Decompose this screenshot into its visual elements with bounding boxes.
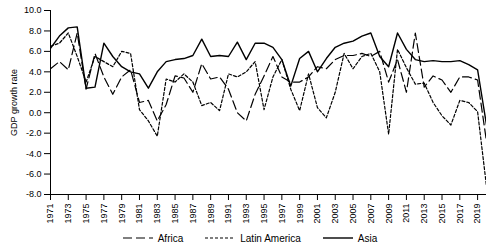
svg-text:0.0: 0.0 [29,108,42,118]
svg-text:1985: 1985 [170,204,180,224]
svg-text:1975: 1975 [81,204,91,224]
svg-text:1979: 1979 [117,204,127,224]
svg-text:1991: 1991 [223,204,233,224]
svg-text:-8.0: -8.0 [26,189,42,199]
svg-text:2005: 2005 [348,204,358,224]
svg-text:1977: 1977 [99,204,109,224]
svg-text:1995: 1995 [259,204,269,224]
svg-text:2009: 2009 [384,204,394,224]
html-text:Africa: Africa [157,232,184,244]
html-text:Latin America: Latin America [240,232,301,244]
svg-text:1997: 1997 [277,204,287,224]
svg-text:1989: 1989 [206,204,216,224]
svg-text:GDP growth rate: GDP growth rate [9,69,19,136]
svg-text:2007: 2007 [366,204,376,224]
svg-text:2019: 2019 [472,204,482,224]
svg-text:2015: 2015 [437,204,447,224]
svg-text:1983: 1983 [152,204,162,224]
svg-text:2003: 2003 [330,204,340,224]
svg-text:4.0: 4.0 [29,67,42,77]
svg-text:6.0: 6.0 [29,46,42,56]
svg-text:2001: 2001 [312,204,322,224]
svg-text:-4.0: -4.0 [26,148,42,158]
html-text:Asia: Asia [357,232,378,244]
svg-text:2011: 2011 [401,204,411,223]
svg-text:1999: 1999 [295,204,305,224]
svg-text:1981: 1981 [134,204,144,224]
svg-text:1987: 1987 [188,204,198,224]
svg-text:2.0: 2.0 [29,87,42,97]
svg-text:-2.0: -2.0 [26,128,42,138]
svg-text:2017: 2017 [455,204,465,224]
svg-text:1973: 1973 [63,204,73,224]
svg-text:1993: 1993 [241,204,251,224]
svg-text:-6.0: -6.0 [26,169,42,179]
svg-text:10.0: 10.0 [24,5,42,15]
svg-text:2013: 2013 [419,204,429,224]
svg-text:1971: 1971 [45,204,55,224]
svg-text:8.0: 8.0 [29,26,42,36]
